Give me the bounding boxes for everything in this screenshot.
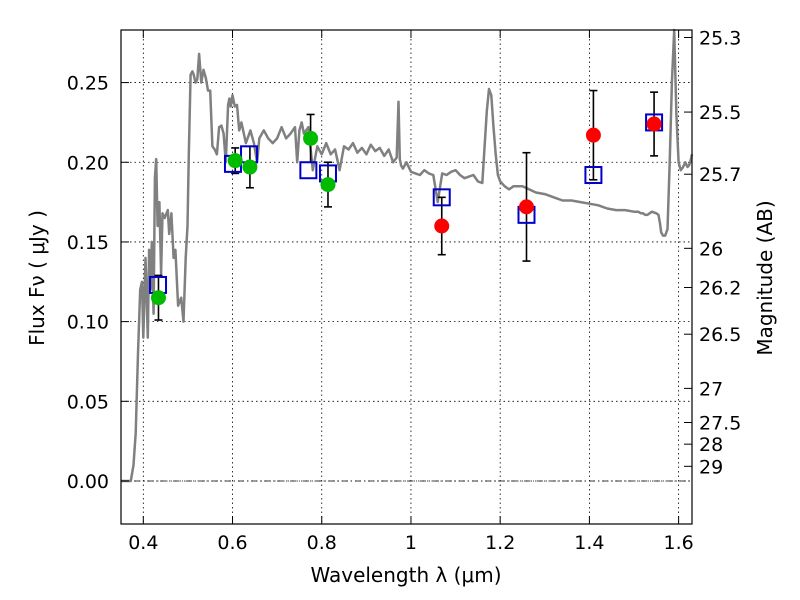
x-tick-label-4: 1.2 xyxy=(485,532,515,554)
x-axis: 0.4 0.6 0.8 1 1.2 1.4 1.6 xyxy=(128,30,694,554)
y-tick-label-0: 0.00 xyxy=(67,471,109,493)
plot-frame xyxy=(120,29,693,525)
mag-tick-label-2: 25.7 xyxy=(699,164,741,186)
hst-point-2 xyxy=(242,159,258,175)
hst-point-1 xyxy=(227,153,243,169)
nir-point-0 xyxy=(434,218,450,234)
y-tick-label-1: 0.05 xyxy=(67,391,109,413)
x-tick-label-2: 0.8 xyxy=(307,532,337,554)
model-square-3 xyxy=(299,161,318,180)
y-gridlines xyxy=(121,82,692,482)
x-tick-label-3: 1 xyxy=(405,532,417,554)
y-tick-label-5: 0.25 xyxy=(67,73,109,95)
nir-point-3 xyxy=(646,116,662,132)
sed-model-curve xyxy=(121,28,694,483)
y-tick-label-4: 0.20 xyxy=(67,152,109,174)
mag-tick-label-0: 25.3 xyxy=(699,27,741,49)
y-tick-label-3: 0.15 xyxy=(67,232,109,254)
errorbar-layer xyxy=(154,89,659,321)
x-tick-label-6: 1.6 xyxy=(664,532,694,554)
mag-tick-label-1: 25.5 xyxy=(699,102,741,124)
nir-point-2 xyxy=(585,127,601,143)
mag-tick-label-7: 27.5 xyxy=(699,412,741,434)
model-square-7 xyxy=(584,166,603,185)
nir-point-1 xyxy=(518,199,534,215)
mag-tick-label-8: 28 xyxy=(699,434,723,456)
y2-axis-title: Magnitude (AB) xyxy=(753,200,777,355)
mag-tick-label-9: 29 xyxy=(699,456,723,478)
x-tick-label-0: 0.4 xyxy=(128,532,158,554)
mag-tick-label-4: 26.2 xyxy=(699,278,741,300)
mag-tick-label-6: 27 xyxy=(699,378,723,400)
model-square-5 xyxy=(432,188,451,207)
y-tick-label-2: 0.10 xyxy=(67,312,109,334)
x-gridlines xyxy=(142,30,680,524)
x-tick-label-1: 0.6 xyxy=(217,532,247,554)
hst-point-3 xyxy=(303,130,319,146)
y-axis-left: 0.00 0.05 0.10 0.15 0.20 0.25 xyxy=(67,73,129,493)
hst-point-4 xyxy=(320,177,336,193)
grid-layer xyxy=(121,30,692,524)
mag-tick-label-5: 26.5 xyxy=(699,324,741,346)
y-axis-title: Flux Fν ( μJy ) xyxy=(25,210,49,346)
photometry-marker-layer xyxy=(150,116,662,306)
mag-tick-label-3: 26 xyxy=(699,238,723,260)
x-axis-title: Wavelength λ (μm) xyxy=(310,563,501,587)
x-tick-label-5: 1.4 xyxy=(574,532,604,554)
hst-point-0 xyxy=(150,290,166,306)
